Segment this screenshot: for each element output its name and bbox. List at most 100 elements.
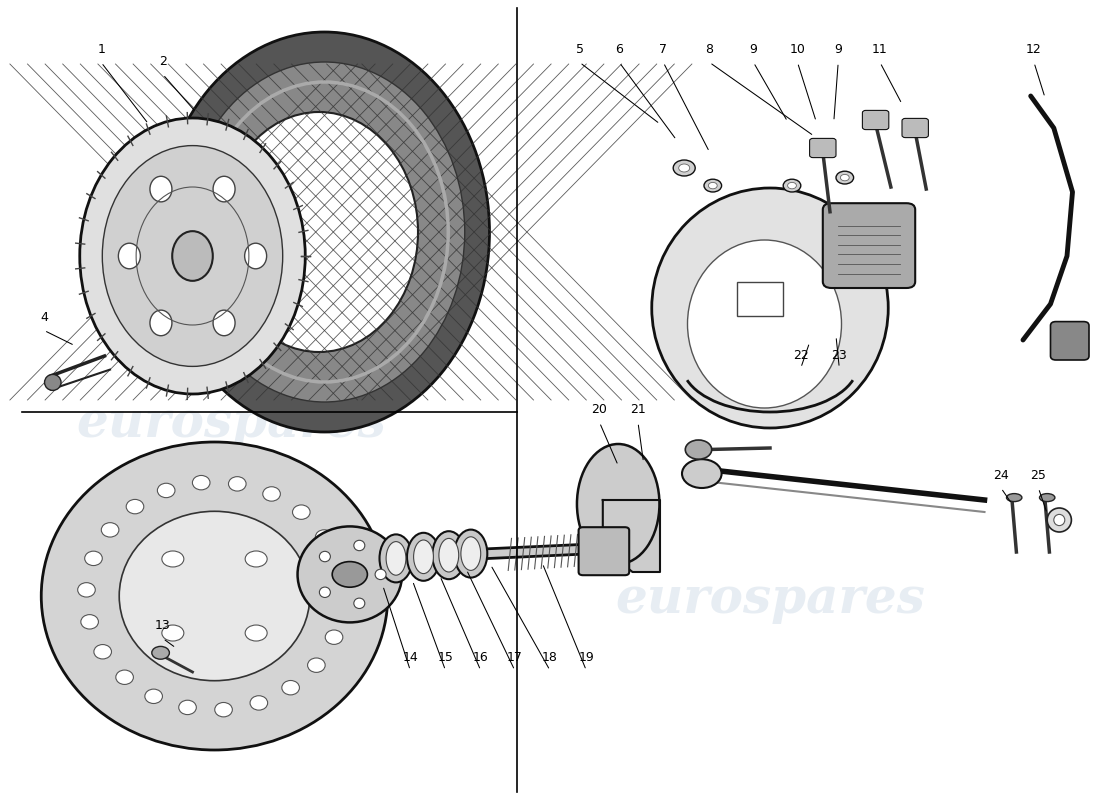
Ellipse shape bbox=[651, 188, 889, 428]
Circle shape bbox=[783, 179, 801, 192]
Ellipse shape bbox=[1054, 514, 1065, 526]
Ellipse shape bbox=[102, 146, 283, 366]
Ellipse shape bbox=[116, 670, 133, 685]
Text: 10: 10 bbox=[790, 43, 805, 56]
Ellipse shape bbox=[326, 630, 343, 644]
Ellipse shape bbox=[173, 231, 212, 281]
Text: 20: 20 bbox=[592, 403, 607, 416]
Text: 13: 13 bbox=[155, 619, 170, 632]
Ellipse shape bbox=[330, 559, 348, 574]
Ellipse shape bbox=[263, 486, 280, 501]
Ellipse shape bbox=[375, 570, 386, 579]
Text: 23: 23 bbox=[832, 349, 847, 362]
Ellipse shape bbox=[42, 442, 387, 750]
Ellipse shape bbox=[192, 475, 210, 490]
Text: 4: 4 bbox=[40, 311, 48, 324]
Circle shape bbox=[332, 562, 367, 587]
Circle shape bbox=[682, 459, 722, 488]
Circle shape bbox=[673, 160, 695, 176]
Text: 25: 25 bbox=[1031, 469, 1046, 482]
Text: 18: 18 bbox=[542, 651, 558, 664]
Ellipse shape bbox=[229, 477, 246, 491]
Text: 1: 1 bbox=[97, 43, 106, 56]
Text: 17: 17 bbox=[507, 651, 522, 664]
FancyBboxPatch shape bbox=[810, 138, 836, 158]
Ellipse shape bbox=[319, 551, 330, 562]
Text: 15: 15 bbox=[438, 651, 453, 664]
Polygon shape bbox=[603, 500, 660, 572]
Ellipse shape bbox=[386, 542, 406, 575]
Ellipse shape bbox=[119, 511, 310, 681]
Ellipse shape bbox=[94, 645, 111, 659]
FancyBboxPatch shape bbox=[862, 110, 889, 130]
Ellipse shape bbox=[1040, 494, 1055, 502]
Text: 9: 9 bbox=[749, 43, 758, 56]
Text: 2: 2 bbox=[158, 55, 167, 68]
Text: eurospares: eurospares bbox=[615, 575, 925, 625]
Ellipse shape bbox=[316, 530, 333, 544]
Text: 19: 19 bbox=[579, 651, 594, 664]
Circle shape bbox=[788, 182, 796, 189]
Ellipse shape bbox=[688, 240, 842, 408]
Ellipse shape bbox=[213, 310, 235, 336]
Circle shape bbox=[685, 440, 712, 459]
FancyBboxPatch shape bbox=[579, 527, 629, 575]
Ellipse shape bbox=[1047, 508, 1071, 532]
Ellipse shape bbox=[1006, 494, 1022, 502]
Circle shape bbox=[836, 171, 854, 184]
Ellipse shape bbox=[454, 530, 487, 578]
Circle shape bbox=[245, 551, 267, 567]
Text: eurospares: eurospares bbox=[76, 399, 386, 449]
Ellipse shape bbox=[220, 112, 418, 352]
Ellipse shape bbox=[250, 696, 267, 710]
Text: 5: 5 bbox=[575, 43, 584, 56]
Circle shape bbox=[152, 646, 169, 659]
FancyBboxPatch shape bbox=[1050, 322, 1089, 360]
Ellipse shape bbox=[293, 505, 310, 519]
Ellipse shape bbox=[439, 538, 459, 572]
Ellipse shape bbox=[44, 374, 62, 390]
Text: 8: 8 bbox=[705, 43, 714, 56]
Ellipse shape bbox=[432, 531, 465, 579]
Ellipse shape bbox=[178, 700, 196, 714]
FancyBboxPatch shape bbox=[823, 203, 915, 288]
Circle shape bbox=[162, 625, 184, 641]
Ellipse shape bbox=[354, 540, 365, 550]
Ellipse shape bbox=[319, 587, 330, 598]
Circle shape bbox=[708, 182, 717, 189]
Text: 12: 12 bbox=[1026, 43, 1042, 56]
Ellipse shape bbox=[160, 32, 490, 432]
Ellipse shape bbox=[461, 537, 481, 570]
Circle shape bbox=[245, 625, 267, 641]
Text: 21: 21 bbox=[630, 403, 646, 416]
Ellipse shape bbox=[244, 243, 266, 269]
Ellipse shape bbox=[578, 444, 660, 564]
Ellipse shape bbox=[101, 522, 119, 537]
Ellipse shape bbox=[79, 118, 306, 394]
Ellipse shape bbox=[150, 176, 172, 202]
Ellipse shape bbox=[333, 598, 351, 613]
Text: 9: 9 bbox=[834, 43, 843, 56]
Ellipse shape bbox=[308, 658, 326, 672]
Ellipse shape bbox=[185, 62, 464, 402]
Ellipse shape bbox=[213, 176, 235, 202]
Text: 16: 16 bbox=[473, 651, 488, 664]
Ellipse shape bbox=[78, 582, 96, 597]
Text: 6: 6 bbox=[615, 43, 624, 56]
Text: 22: 22 bbox=[793, 349, 808, 362]
Ellipse shape bbox=[354, 598, 365, 609]
Text: 14: 14 bbox=[403, 651, 418, 664]
Ellipse shape bbox=[297, 526, 403, 622]
Text: 11: 11 bbox=[872, 43, 888, 56]
Ellipse shape bbox=[145, 689, 163, 703]
Ellipse shape bbox=[157, 483, 175, 498]
Circle shape bbox=[162, 551, 184, 567]
Circle shape bbox=[840, 174, 849, 181]
Text: 24: 24 bbox=[993, 469, 1009, 482]
Ellipse shape bbox=[126, 499, 144, 514]
Ellipse shape bbox=[379, 534, 412, 582]
Text: 7: 7 bbox=[659, 43, 668, 56]
Circle shape bbox=[679, 164, 690, 172]
FancyBboxPatch shape bbox=[737, 282, 783, 316]
Ellipse shape bbox=[119, 243, 141, 269]
